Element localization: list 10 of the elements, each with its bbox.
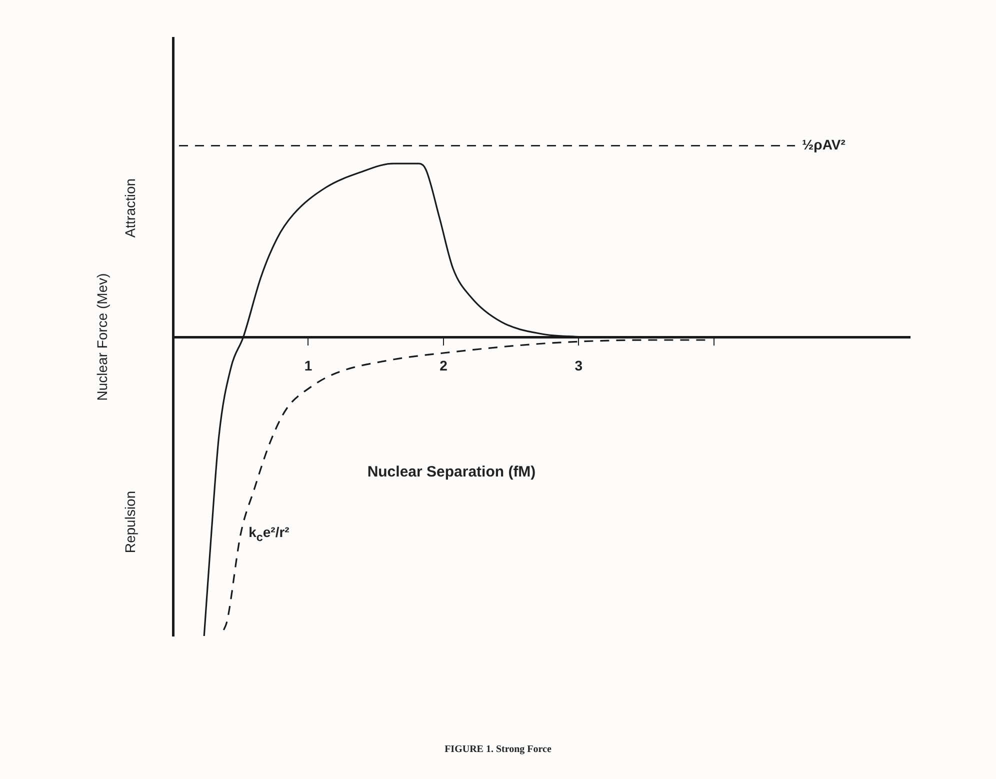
text: Repulsion	[122, 490, 138, 553]
x-tick-label: 3	[574, 357, 583, 374]
y-axis-title: Nuclear Force (Mev)	[94, 273, 110, 401]
x-tick-label: 2	[440, 357, 448, 374]
x-tick-label: 1	[304, 357, 312, 374]
text: Attraction	[122, 178, 138, 238]
caption: FIGURE 1. Strong Force	[444, 744, 552, 755]
ref-line-label: ½ρAV²	[802, 136, 846, 152]
x-axis-title: Nuclear Separation (fM)	[367, 464, 536, 480]
series-label: k$_{c}$e²/r²	[248, 524, 290, 544]
